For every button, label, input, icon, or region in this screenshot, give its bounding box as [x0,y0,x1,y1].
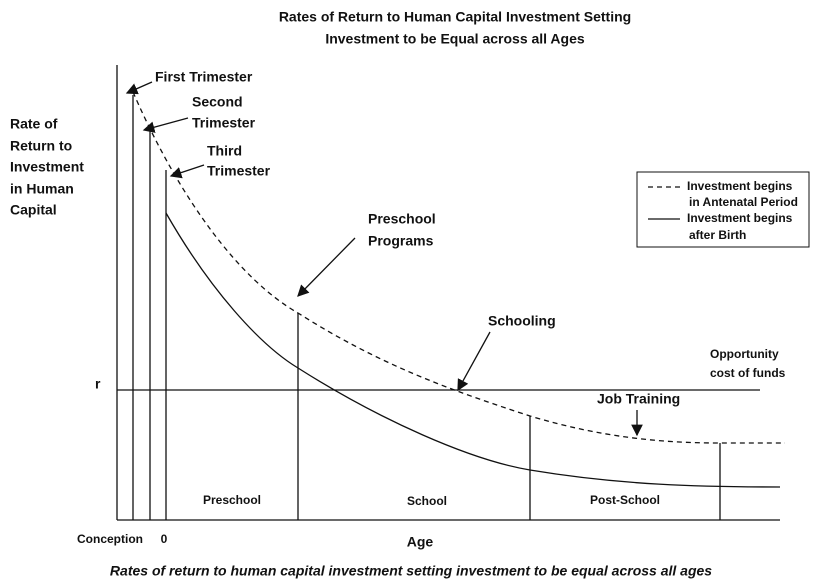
legend-label: after Birth [689,228,746,242]
arrow [297,237,356,297]
y-axis-label: Rate of [10,116,58,132]
x-label: Conception [77,532,143,546]
annotation: First Trimester [155,69,253,85]
after-birth-curve [165,212,781,488]
title-line: Investment to be Equal across all Ages [325,31,585,47]
period-label: Post-School [590,493,660,507]
r-label: r [95,376,101,392]
x-axis-title: Age [407,534,434,550]
annotation: Trimester [192,115,256,131]
annotation: cost of funds [710,366,786,380]
title-line: Rates of Return to Human Capital Investm… [279,9,631,25]
caption: Rates of return to human capital investm… [110,563,712,579]
arrow [125,81,153,95]
legend-label: Investment begins [687,211,793,225]
annotation: Second [192,94,243,110]
annotation: Opportunity [710,347,779,361]
x-label: 0 [161,532,168,546]
y-axis-label: Return to [10,138,72,154]
annotation: Schooling [488,313,556,329]
legend-label: Investment begins [687,179,793,193]
y-axis-label: Investment [10,159,84,175]
legend-label: in Antenatal Period [689,195,798,209]
arrow [457,331,491,392]
antenatal-curve [132,91,785,444]
period-label: Preschool [203,493,261,507]
annotation: Preschool [368,211,436,227]
arrow [169,164,205,179]
arrow [142,117,189,133]
annotation: Programs [368,233,434,249]
annotation: Trimester [207,163,271,179]
annotation: Third [207,143,242,159]
legend-box [636,171,810,248]
y-axis-label: in Human [10,181,74,197]
period-label: School [407,494,447,508]
annotation: Job Training [597,391,680,407]
y-axis-label: Capital [10,202,57,218]
